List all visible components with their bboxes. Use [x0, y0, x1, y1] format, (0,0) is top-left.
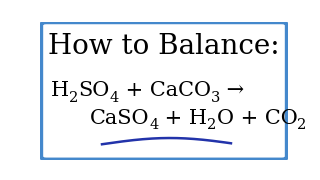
Text: SO: SO	[78, 81, 110, 100]
Text: H: H	[51, 81, 69, 100]
Text: CaSO: CaSO	[90, 109, 149, 128]
Text: + H: + H	[158, 109, 207, 128]
Text: 3: 3	[211, 91, 220, 105]
Text: →: →	[220, 81, 244, 100]
FancyBboxPatch shape	[41, 22, 287, 159]
Text: O + CO: O + CO	[217, 109, 297, 128]
Text: 2: 2	[69, 91, 78, 105]
Text: + CaCO: + CaCO	[119, 81, 211, 100]
Text: 4: 4	[149, 118, 158, 132]
Text: 4: 4	[110, 91, 119, 105]
Text: 2: 2	[207, 118, 217, 132]
Text: 2: 2	[297, 118, 307, 132]
Text: How to Balance:: How to Balance:	[48, 33, 280, 60]
